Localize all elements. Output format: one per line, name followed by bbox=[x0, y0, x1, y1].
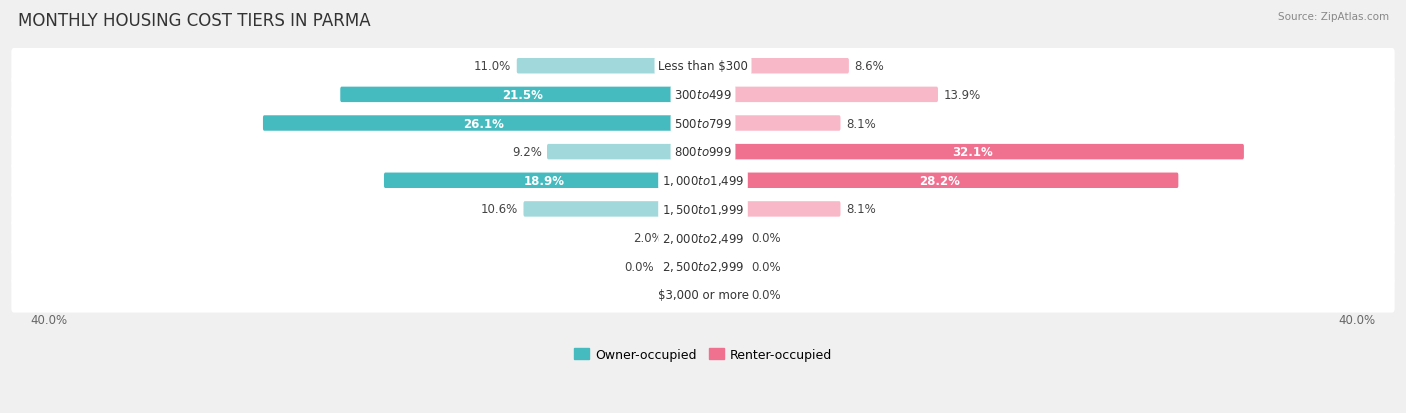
FancyBboxPatch shape bbox=[11, 249, 1395, 284]
FancyBboxPatch shape bbox=[659, 259, 704, 274]
FancyBboxPatch shape bbox=[702, 173, 1178, 189]
FancyBboxPatch shape bbox=[11, 49, 1395, 84]
Text: $2,500 to $2,999: $2,500 to $2,999 bbox=[662, 259, 744, 273]
Text: 26.1%: 26.1% bbox=[463, 117, 505, 130]
FancyBboxPatch shape bbox=[668, 230, 704, 246]
Text: $2,000 to $2,499: $2,000 to $2,499 bbox=[662, 231, 744, 245]
Text: $1,000 to $1,499: $1,000 to $1,499 bbox=[662, 174, 744, 188]
Text: $800 to $999: $800 to $999 bbox=[673, 146, 733, 159]
Text: $500 to $799: $500 to $799 bbox=[673, 117, 733, 130]
FancyBboxPatch shape bbox=[11, 163, 1395, 199]
FancyBboxPatch shape bbox=[11, 77, 1395, 113]
Text: 40.0%: 40.0% bbox=[1339, 313, 1375, 326]
FancyBboxPatch shape bbox=[702, 287, 747, 303]
FancyBboxPatch shape bbox=[523, 202, 704, 217]
Text: 0.6%: 0.6% bbox=[657, 289, 686, 301]
FancyBboxPatch shape bbox=[11, 220, 1395, 256]
FancyBboxPatch shape bbox=[384, 173, 704, 189]
FancyBboxPatch shape bbox=[692, 287, 704, 303]
Text: MONTHLY HOUSING COST TIERS IN PARMA: MONTHLY HOUSING COST TIERS IN PARMA bbox=[18, 12, 371, 30]
Text: 28.2%: 28.2% bbox=[920, 174, 960, 188]
FancyBboxPatch shape bbox=[702, 202, 841, 217]
FancyBboxPatch shape bbox=[11, 192, 1395, 227]
FancyBboxPatch shape bbox=[702, 116, 841, 131]
FancyBboxPatch shape bbox=[547, 145, 704, 160]
Text: 21.5%: 21.5% bbox=[502, 89, 543, 102]
Text: Source: ZipAtlas.com: Source: ZipAtlas.com bbox=[1278, 12, 1389, 22]
FancyBboxPatch shape bbox=[702, 145, 1244, 160]
FancyBboxPatch shape bbox=[702, 259, 747, 274]
FancyBboxPatch shape bbox=[11, 106, 1395, 141]
Text: 0.0%: 0.0% bbox=[752, 260, 782, 273]
Text: 0.0%: 0.0% bbox=[752, 231, 782, 244]
Text: 8.1%: 8.1% bbox=[846, 117, 876, 130]
Legend: Owner-occupied, Renter-occupied: Owner-occupied, Renter-occupied bbox=[568, 343, 838, 366]
Text: 9.2%: 9.2% bbox=[512, 146, 541, 159]
FancyBboxPatch shape bbox=[517, 59, 704, 74]
Text: $1,500 to $1,999: $1,500 to $1,999 bbox=[662, 202, 744, 216]
Text: 2.0%: 2.0% bbox=[633, 231, 662, 244]
FancyBboxPatch shape bbox=[702, 230, 747, 246]
FancyBboxPatch shape bbox=[263, 116, 704, 131]
Text: 11.0%: 11.0% bbox=[474, 60, 512, 73]
Text: 32.1%: 32.1% bbox=[952, 146, 993, 159]
Text: 8.6%: 8.6% bbox=[855, 60, 884, 73]
Text: 8.1%: 8.1% bbox=[846, 203, 876, 216]
FancyBboxPatch shape bbox=[702, 88, 938, 103]
Text: 18.9%: 18.9% bbox=[523, 174, 565, 188]
Text: 10.6%: 10.6% bbox=[481, 203, 517, 216]
FancyBboxPatch shape bbox=[702, 59, 849, 74]
Text: $300 to $499: $300 to $499 bbox=[673, 89, 733, 102]
FancyBboxPatch shape bbox=[340, 88, 704, 103]
Text: 40.0%: 40.0% bbox=[31, 313, 67, 326]
Text: 13.9%: 13.9% bbox=[943, 89, 980, 102]
Text: $3,000 or more: $3,000 or more bbox=[658, 289, 748, 301]
Text: Less than $300: Less than $300 bbox=[658, 60, 748, 73]
FancyBboxPatch shape bbox=[11, 278, 1395, 313]
Text: 0.0%: 0.0% bbox=[752, 289, 782, 301]
FancyBboxPatch shape bbox=[11, 135, 1395, 170]
Text: 0.0%: 0.0% bbox=[624, 260, 654, 273]
